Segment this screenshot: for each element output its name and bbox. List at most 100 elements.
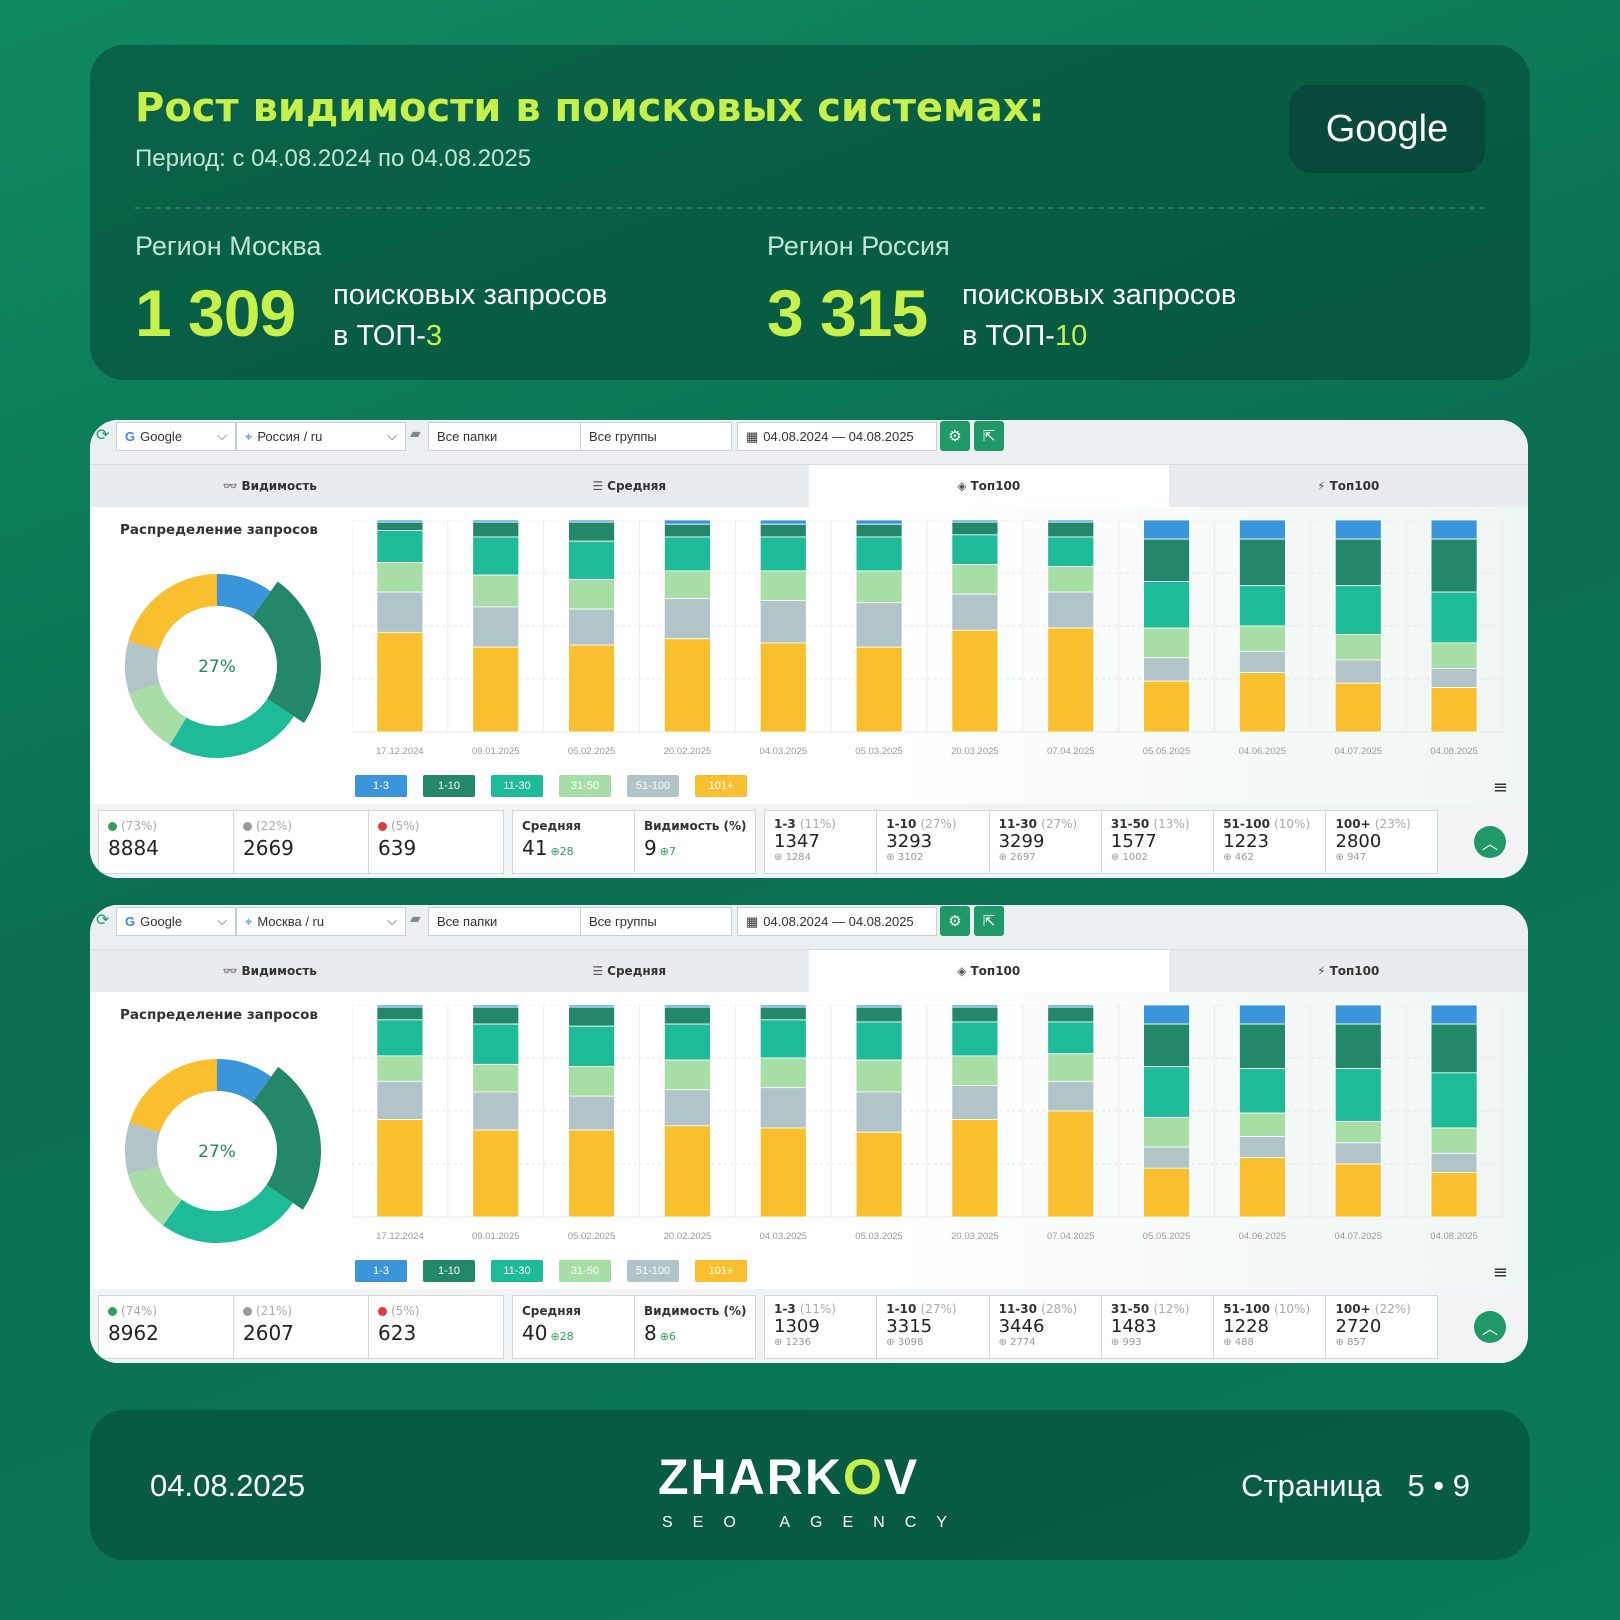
- bar-segment-31-50[interactable]: [951, 564, 999, 595]
- legend-item[interactable]: 1-3: [355, 1260, 407, 1282]
- legend-item[interactable]: 101+: [695, 1260, 747, 1282]
- bar-segment-1-10[interactable]: [1239, 1023, 1286, 1070]
- bar-segment-31-50[interactable]: [664, 570, 711, 599]
- bar-segment-11-30[interactable]: [855, 1021, 903, 1061]
- bar-segment-101+[interactable]: [1334, 1163, 1382, 1218]
- bar-segment-1-10[interactable]: [1334, 538, 1382, 587]
- bar-segment-31-50[interactable]: [1047, 566, 1095, 593]
- bar-segment-11-30[interactable]: [759, 1019, 807, 1059]
- bar-segment-11-30[interactable]: [1334, 1068, 1382, 1122]
- donut-slice-101+[interactable]: [129, 1059, 217, 1133]
- bar-segment-1-10[interactable]: [759, 523, 807, 538]
- bar-segment-51-100[interactable]: [759, 600, 807, 644]
- folders-select[interactable]: Все папки: [428, 422, 583, 451]
- bar-segment-1-10[interactable]: [376, 1006, 424, 1021]
- bar-segment-1-3[interactable]: [1334, 520, 1382, 540]
- tab-layers[interactable]: ◈ Топ100: [809, 950, 1169, 992]
- folders-select[interactable]: Все папки: [428, 907, 583, 936]
- donut-slice-1-3[interactable]: [217, 574, 271, 618]
- bar-segment-11-30[interactable]: [951, 534, 999, 565]
- bar-segment-51-100[interactable]: [951, 593, 999, 631]
- bar-segment-51-100[interactable]: [664, 598, 711, 640]
- bar-segment-1-3[interactable]: [855, 520, 903, 525]
- bar-segment-51-100[interactable]: [1239, 1136, 1286, 1159]
- settings-button[interactable]: ⚙: [940, 906, 970, 936]
- bar-segment-11-30[interactable]: [1239, 1068, 1286, 1114]
- bar-segment-11-30[interactable]: [664, 1023, 711, 1061]
- bar-segment-31-50[interactable]: [1430, 1127, 1478, 1154]
- bar-segment-1-10[interactable]: [1047, 1006, 1095, 1023]
- bar-segment-11-30[interactable]: [1430, 591, 1478, 644]
- bar-segment-1-10[interactable]: [1334, 1023, 1382, 1070]
- bar-segment-31-50[interactable]: [664, 1059, 711, 1091]
- date-range-picker[interactable]: ▦ 04.08.2024 — 04.08.2025: [737, 907, 937, 936]
- bar-segment-101+[interactable]: [472, 1129, 520, 1218]
- hamburger-menu-icon[interactable]: ≡: [1492, 777, 1508, 798]
- bar-segment-31-50[interactable]: [1047, 1053, 1095, 1082]
- bar-segment-31-50[interactable]: [376, 562, 424, 593]
- date-range-picker[interactable]: ▦ 04.08.2024 — 04.08.2025: [737, 422, 937, 451]
- bar-segment-31-50[interactable]: [1334, 1121, 1382, 1144]
- bar-segment-11-30[interactable]: [472, 1023, 520, 1065]
- bar-segment-101+[interactable]: [1239, 1157, 1286, 1218]
- bar-segment-1-3[interactable]: [1239, 1005, 1286, 1025]
- bar-segment-101+[interactable]: [951, 629, 999, 733]
- bar-segment-11-30[interactable]: [1334, 585, 1382, 635]
- bar-segment-51-100[interactable]: [1334, 659, 1382, 684]
- region-select[interactable]: ⌖ Москва / ru ⌵: [236, 907, 406, 936]
- legend-item[interactable]: 11-30: [491, 1260, 543, 1282]
- donut-slice-31-50[interactable]: [128, 1166, 182, 1226]
- bar-segment-1-10[interactable]: [855, 523, 903, 538]
- bar-segment-11-30[interactable]: [1143, 581, 1190, 629]
- bar-segment-1-3[interactable]: [1143, 520, 1190, 540]
- bar-segment-1-3[interactable]: [1143, 1005, 1190, 1025]
- bar-segment-101+[interactable]: [1430, 1172, 1478, 1218]
- engine-select[interactable]: G Google ⌵: [116, 907, 236, 936]
- bar-segment-51-100[interactable]: [664, 1089, 711, 1127]
- bar-segment-1-10[interactable]: [855, 1006, 903, 1023]
- bar-segment-51-100[interactable]: [855, 1091, 903, 1133]
- scroll-up-button[interactable]: ︿: [1474, 1311, 1506, 1343]
- tab-chart-line[interactable]: ⚡ Топ100: [1317, 479, 1380, 493]
- bar-segment-11-30[interactable]: [1047, 536, 1095, 568]
- bar-segment-31-50[interactable]: [472, 1063, 520, 1093]
- bar-segment-1-10[interactable]: [1143, 538, 1190, 582]
- bar-segment-51-100[interactable]: [376, 1080, 424, 1120]
- donut-slice-1-10[interactable]: [252, 1066, 321, 1210]
- bar-segment-31-50[interactable]: [1430, 642, 1478, 669]
- legend-item[interactable]: 101+: [695, 775, 747, 797]
- bar-segment-1-10[interactable]: [472, 1006, 520, 1025]
- donut-slice-1-3[interactable]: [217, 1059, 272, 1103]
- legend-item[interactable]: 1-3: [355, 775, 407, 797]
- bar-segment-51-100[interactable]: [472, 606, 520, 648]
- bar-segment-1-10[interactable]: [759, 1006, 807, 1021]
- bar-segment-101+[interactable]: [664, 638, 711, 733]
- legend-item[interactable]: 51-100: [627, 775, 679, 797]
- bar-segment-101+[interactable]: [759, 642, 807, 733]
- bar-segment-101+[interactable]: [1143, 1167, 1190, 1218]
- refresh-icon[interactable]: ⟳: [96, 425, 110, 444]
- bar-segment-31-50[interactable]: [759, 570, 807, 601]
- bar-segment-51-100[interactable]: [376, 591, 424, 633]
- bar-segment-31-50[interactable]: [568, 578, 615, 610]
- bar-segment-11-30[interactable]: [664, 536, 711, 572]
- bar-segment-11-30[interactable]: [951, 1021, 999, 1057]
- legend-item[interactable]: 31-50: [559, 775, 611, 797]
- bar-segment-1-10[interactable]: [1430, 538, 1478, 593]
- bar-segment-51-100[interactable]: [1334, 1142, 1382, 1165]
- bar-segment-1-10[interactable]: [568, 1006, 615, 1027]
- scroll-up-button[interactable]: ︿: [1474, 826, 1506, 858]
- bar-segment-1-10[interactable]: [951, 521, 999, 536]
- bar-segment-31-50[interactable]: [376, 1055, 424, 1082]
- donut-slice-51-100[interactable]: [125, 1122, 160, 1175]
- export-button[interactable]: ⇱: [974, 421, 1004, 451]
- bar-segment-51-100[interactable]: [568, 1095, 615, 1131]
- tab-glasses[interactable]: 👓 Видимость: [222, 964, 317, 978]
- bar-segment-11-30[interactable]: [1047, 1021, 1095, 1055]
- bar-segment-11-30[interactable]: [1239, 585, 1286, 627]
- bar-segment-101+[interactable]: [1334, 682, 1382, 733]
- bar-segment-51-100[interactable]: [568, 608, 615, 646]
- bar-segment-1-10[interactable]: [568, 521, 615, 542]
- bar-segment-11-30[interactable]: [568, 1025, 615, 1067]
- bar-segment-1-10[interactable]: [951, 1006, 999, 1023]
